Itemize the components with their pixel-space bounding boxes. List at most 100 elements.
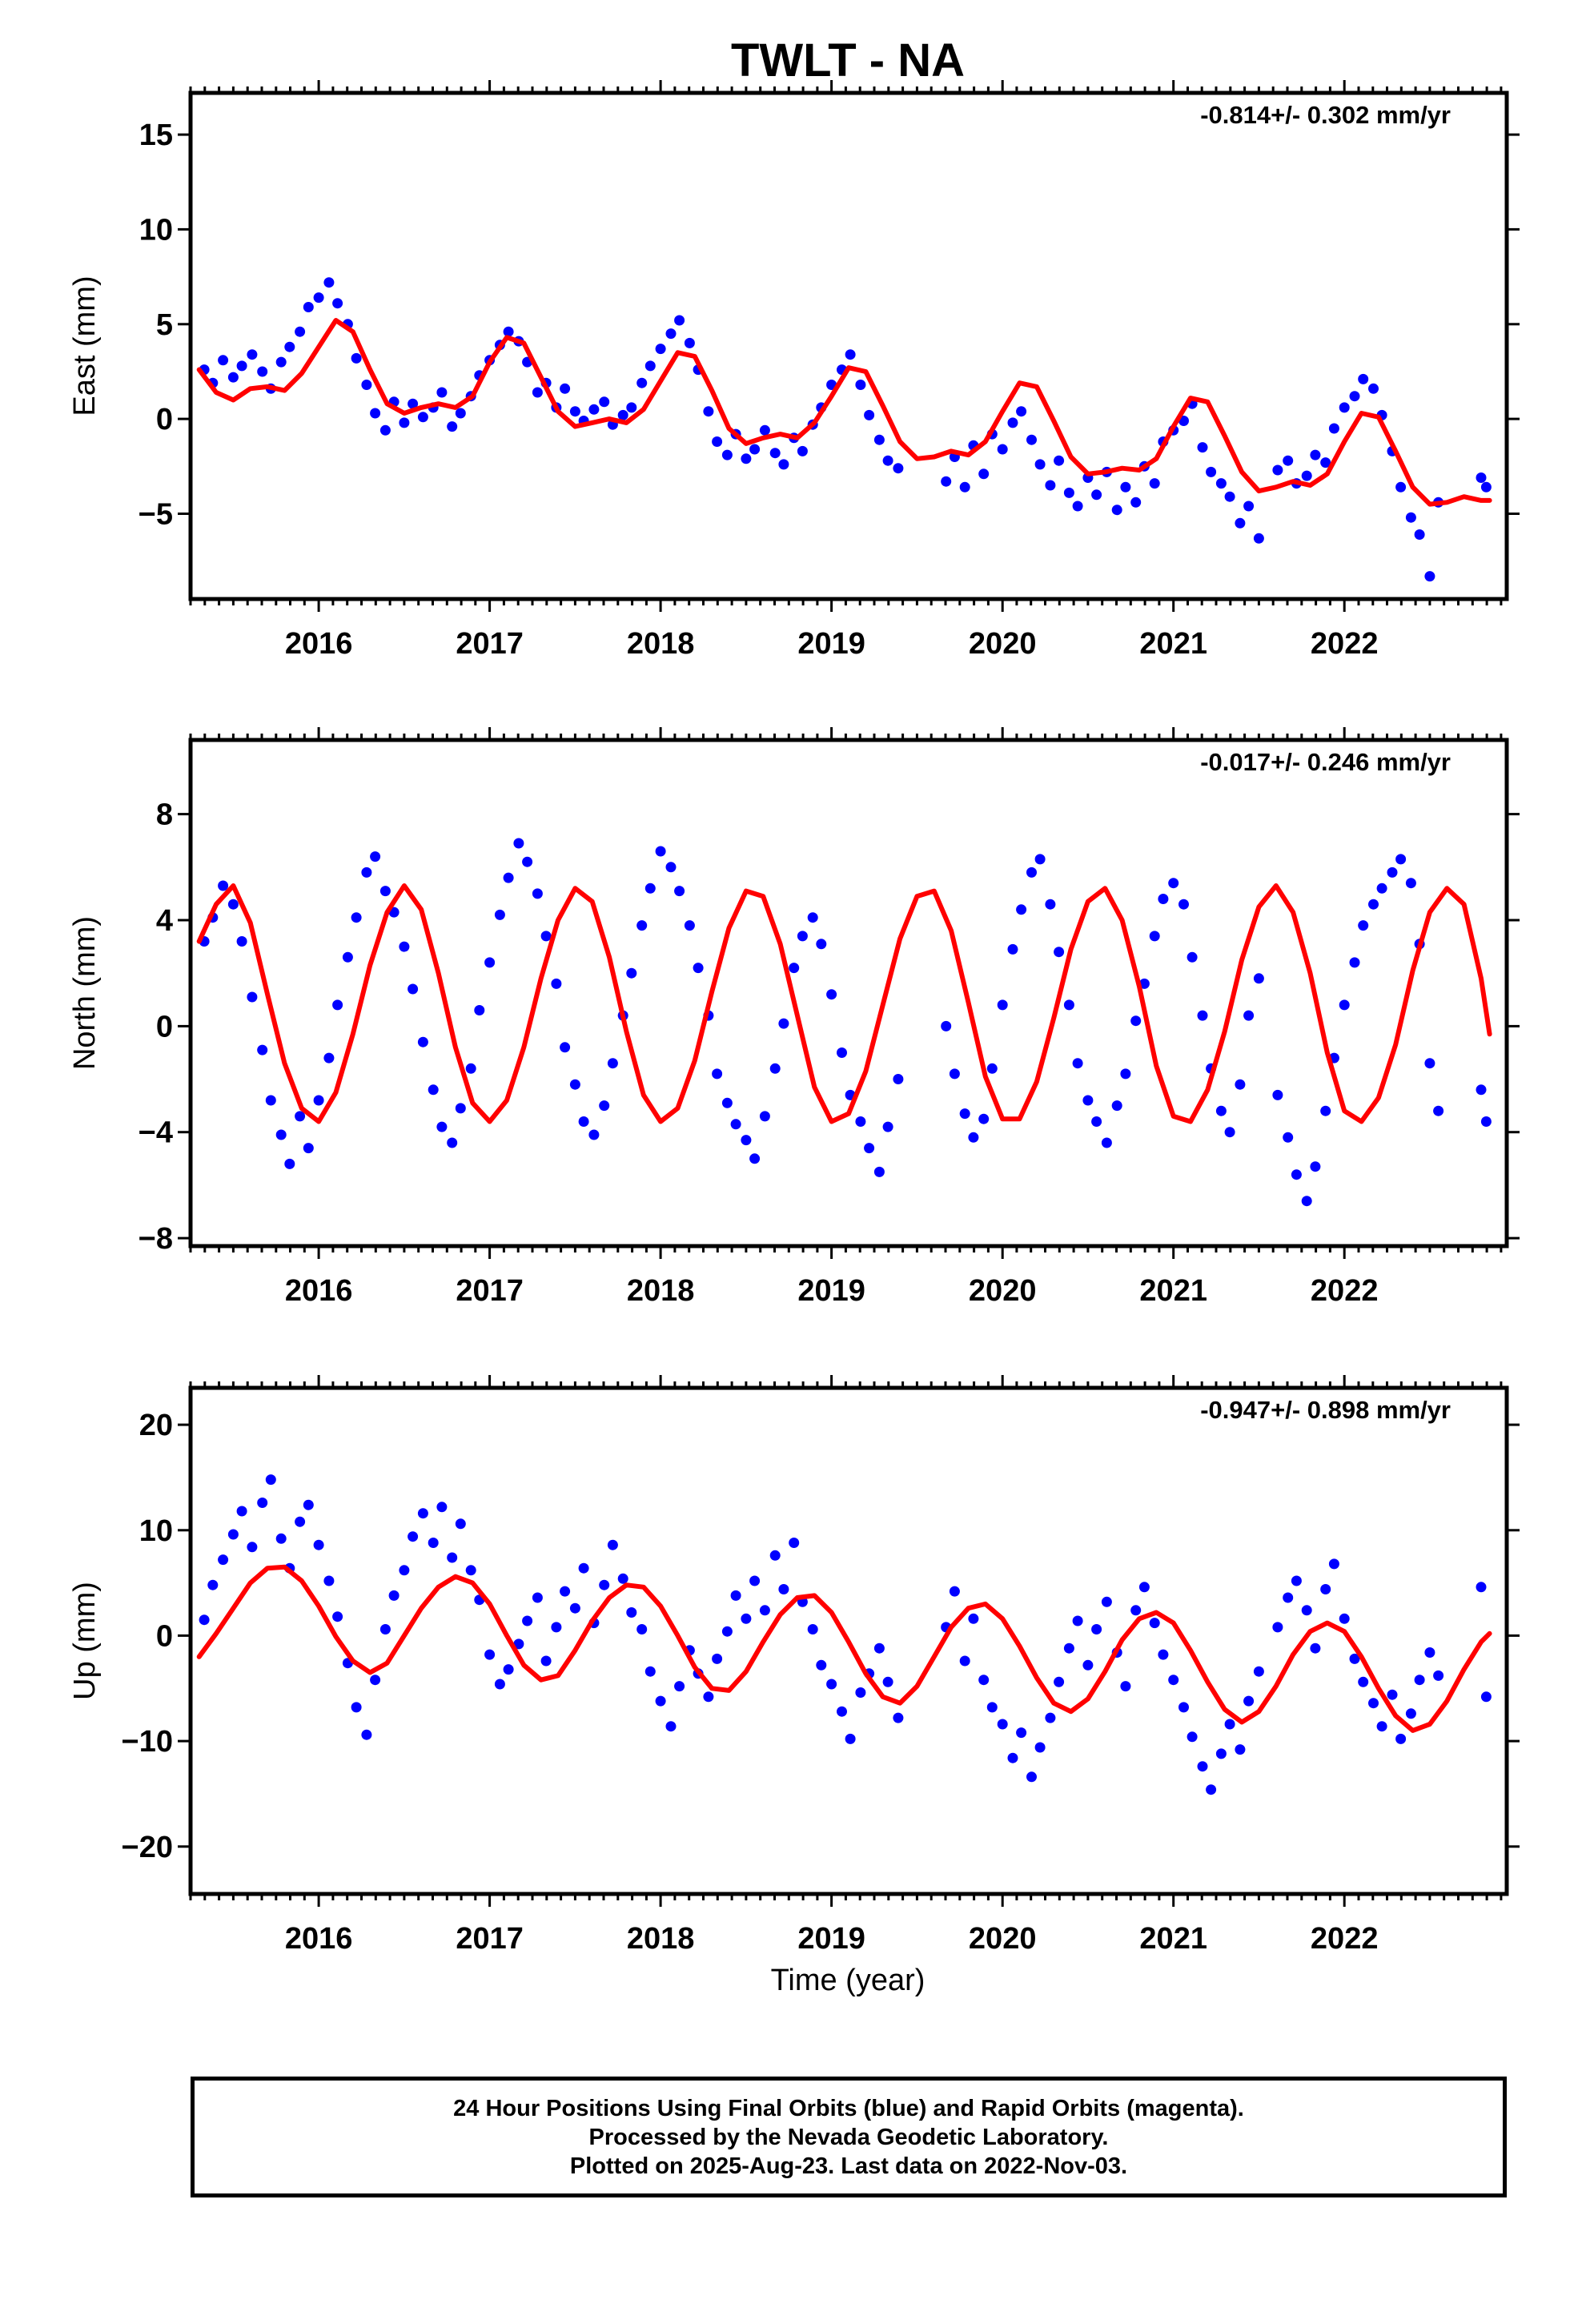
east-data-point [1111, 505, 1122, 516]
east-data-point [1358, 373, 1369, 384]
east-data-point [1424, 571, 1435, 582]
north-x-tick-label: 2022 [1311, 1274, 1379, 1308]
east-data-point [275, 356, 287, 368]
up-x-tick-label: 2019 [797, 1922, 865, 1956]
north-data-point [1243, 1010, 1255, 1021]
up-data-point [503, 1664, 514, 1675]
north-data-point [1283, 1132, 1294, 1143]
east-data-point [1026, 434, 1037, 445]
up-data-point [882, 1676, 893, 1687]
panel-north: 2016 2017 2018 2019 2020 2021 2022 −8 −4 0 4 8 North… [68, 727, 1520, 1308]
north-data-point [1235, 1079, 1246, 1090]
east-data-point [684, 337, 695, 348]
east-data-point [323, 277, 335, 288]
north-data-point [513, 838, 524, 849]
up-data-point [986, 1702, 998, 1713]
north-data-point [997, 999, 1008, 1011]
east-data-point [626, 402, 637, 413]
east-data-point [588, 404, 600, 415]
north-data-point [257, 1044, 268, 1055]
north-data-point [968, 1132, 979, 1143]
north-data-point [551, 978, 562, 989]
up-data-point [674, 1681, 685, 1692]
up-data-point [1387, 1689, 1398, 1700]
east-data-point [873, 434, 885, 445]
east-data-point [295, 326, 306, 337]
up-data-point [1476, 1582, 1487, 1593]
north-data-point [893, 1074, 904, 1084]
east-data-point [759, 424, 770, 436]
east-data-point [1414, 529, 1425, 540]
up-data-point [247, 1542, 258, 1553]
east-data-point [1206, 466, 1217, 477]
up-data-point [1168, 1675, 1179, 1686]
east-data-point [1405, 512, 1416, 523]
north-data-point [1272, 1089, 1283, 1100]
up-data-point [1101, 1596, 1112, 1607]
up-plot-area [196, 1474, 1492, 1795]
up-data-point [789, 1538, 800, 1548]
up-data-point [1026, 1771, 1037, 1783]
up-data-point [1034, 1742, 1046, 1753]
north-data-point [588, 1129, 600, 1140]
up-data-point [759, 1605, 770, 1616]
north-data-point [674, 886, 685, 897]
north-y-tick-label: 4 [156, 904, 173, 938]
east-data-point [665, 328, 677, 340]
north-data-point [484, 957, 496, 968]
up-data-point [1206, 1784, 1217, 1795]
up-data-point [1328, 1558, 1339, 1570]
east-data-point [741, 453, 752, 464]
east-data-point [1235, 517, 1246, 529]
east-data-point [447, 421, 458, 432]
north-plot-area [196, 838, 1492, 1207]
footer-line-1: 24 Hour Positions Using Final Orbits (bl… [453, 2095, 1244, 2121]
north-data-point [778, 1018, 789, 1029]
up-data-point [1405, 1708, 1416, 1719]
up-data-point [730, 1590, 741, 1601]
north-data-point [855, 1116, 866, 1127]
north-data-point [1339, 999, 1350, 1011]
up-data-point [436, 1502, 448, 1513]
north-data-point [721, 1097, 733, 1108]
up-data-point [236, 1506, 247, 1517]
up-data-point [332, 1611, 343, 1622]
east-data-point [644, 360, 656, 372]
north-data-point [1349, 957, 1360, 968]
up-data-point [1395, 1733, 1407, 1744]
up-y-tick-label: 20 [139, 1409, 173, 1442]
north-data-point [569, 1079, 580, 1090]
east-data-point [379, 424, 391, 436]
north-data-point [1101, 1137, 1112, 1148]
north-data-point [1016, 904, 1027, 915]
east-data-point [1130, 497, 1142, 508]
north-data-point [522, 856, 533, 867]
north-data-point [1253, 973, 1264, 984]
north-data-point [1054, 947, 1065, 958]
north-data-point [797, 931, 808, 942]
up-data-point [1007, 1752, 1018, 1763]
east-data-point [997, 444, 1008, 455]
north-data-point [1120, 1068, 1131, 1080]
panel-east: 2016 2017 2018 2019 2020 2021 2022 −5 0 5 10 15 East… [68, 80, 1520, 661]
north-data-point [1405, 878, 1416, 889]
north-x-tick-label: 2016 [285, 1274, 353, 1308]
north-data-point [693, 963, 704, 974]
north-data-point [474, 1005, 485, 1015]
north-data-point [1320, 1105, 1331, 1116]
up-data-point [1480, 1691, 1492, 1703]
up-x-tick-label: 2018 [627, 1922, 695, 1956]
north-rate-label: -0.017+/- 0.246 mm/yr [1200, 748, 1451, 776]
up-data-point [513, 1638, 524, 1650]
north-data-point [447, 1137, 458, 1148]
north-data-point [455, 1103, 466, 1114]
up-data-point [807, 1624, 818, 1634]
north-data-point [578, 1116, 589, 1127]
footer-line-3: Plotted on 2025-Aug-23. Last data on 202… [569, 2153, 1128, 2179]
up-data-point [1283, 1592, 1294, 1603]
up-data-point [522, 1615, 533, 1626]
north-data-point [1072, 1058, 1083, 1069]
east-data-point [1283, 455, 1294, 466]
up-data-point [1310, 1642, 1321, 1654]
north-data-point [1007, 943, 1018, 955]
